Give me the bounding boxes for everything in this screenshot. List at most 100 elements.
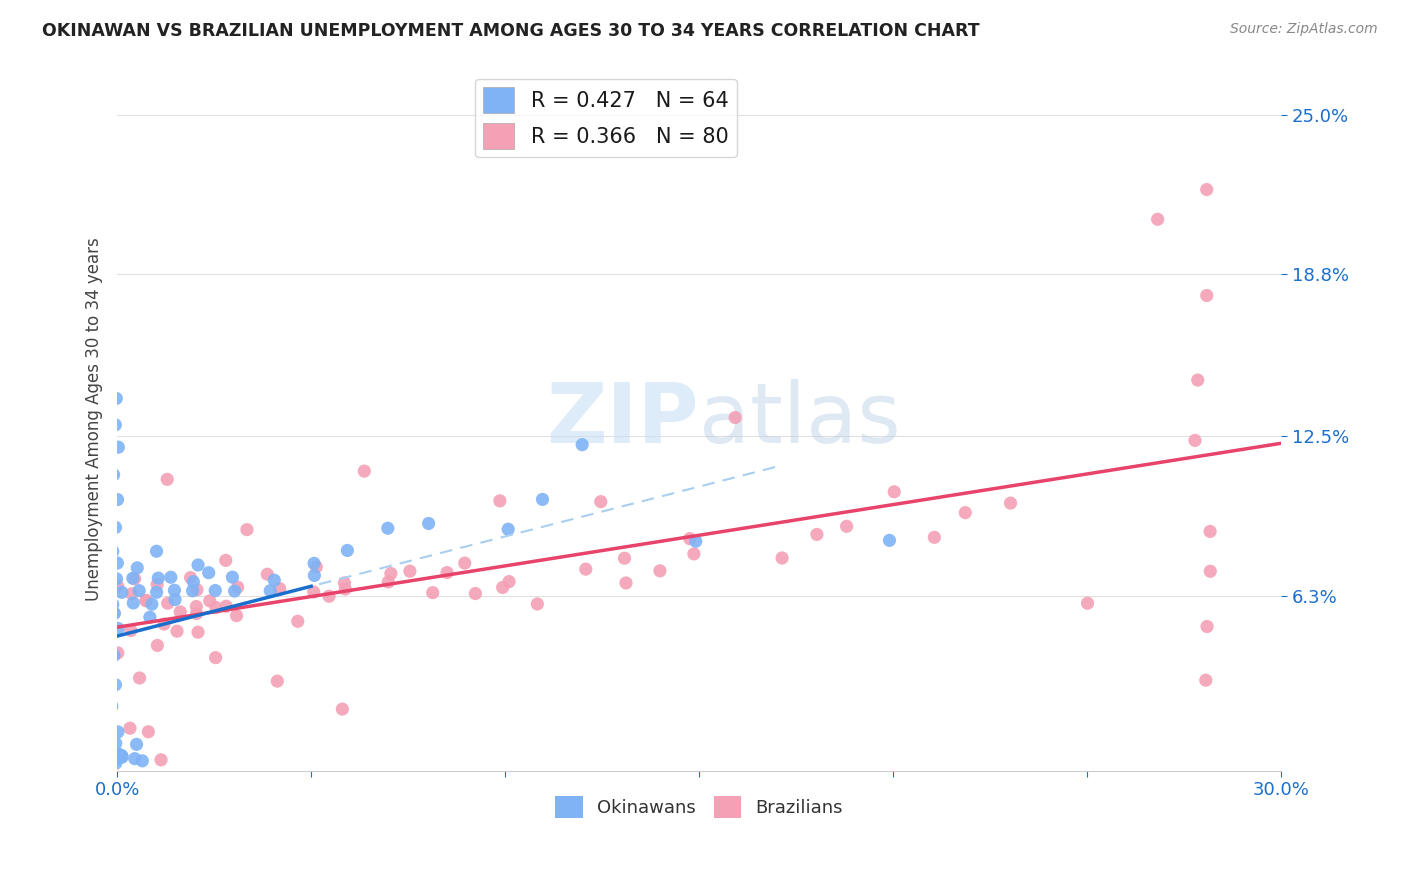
- Point: [131, 754, 153, 768]
- Point: [111, 750, 134, 764]
- Point: [128, 671, 150, 685]
- Point: [166, 624, 188, 639]
- Point: [685, 534, 707, 549]
- Point: [145, 544, 167, 558]
- Point: [108, 747, 131, 762]
- Point: [153, 617, 176, 632]
- Point: [105, 750, 128, 764]
- Point: [492, 581, 515, 595]
- Point: [103, 467, 125, 482]
- Point: [101, 699, 124, 714]
- Point: [770, 551, 793, 566]
- Point: [139, 610, 162, 624]
- Text: ZIP: ZIP: [547, 379, 699, 460]
- Point: [104, 736, 127, 750]
- Point: [225, 608, 247, 623]
- Point: [146, 639, 169, 653]
- Point: [105, 556, 128, 570]
- Point: [104, 520, 127, 534]
- Point: [256, 567, 278, 582]
- Point: [464, 586, 486, 600]
- Point: [108, 747, 131, 762]
- Point: [302, 557, 325, 571]
- Point: [955, 506, 977, 520]
- Point: [105, 747, 128, 762]
- Point: [107, 440, 129, 454]
- Point: [128, 583, 150, 598]
- Point: [489, 494, 512, 508]
- Point: [150, 753, 173, 767]
- Point: [125, 737, 148, 751]
- Point: [436, 566, 458, 580]
- Point: [197, 566, 219, 580]
- Point: [108, 751, 131, 765]
- Point: [186, 599, 208, 614]
- Point: [575, 562, 598, 576]
- Point: [377, 521, 399, 535]
- Point: [215, 599, 238, 614]
- Point: [122, 596, 145, 610]
- Point: [1199, 524, 1222, 539]
- Point: [1000, 496, 1022, 510]
- Point: [103, 607, 125, 621]
- Point: [107, 646, 129, 660]
- Point: [163, 583, 186, 598]
- Point: [105, 392, 128, 406]
- Point: [148, 571, 170, 585]
- Point: [104, 678, 127, 692]
- Point: [287, 615, 309, 629]
- Point: [614, 576, 637, 591]
- Point: [111, 585, 134, 599]
- Point: [180, 571, 202, 585]
- Point: [613, 551, 636, 566]
- Point: [104, 751, 127, 765]
- Point: [883, 484, 905, 499]
- Point: [169, 605, 191, 619]
- Point: [496, 522, 519, 536]
- Point: [531, 492, 554, 507]
- Point: [330, 702, 353, 716]
- Point: [1195, 183, 1218, 197]
- Point: [305, 560, 328, 574]
- Point: [145, 585, 167, 599]
- Point: [1076, 596, 1098, 610]
- Point: [107, 725, 129, 739]
- Point: [186, 582, 208, 597]
- Point: [333, 576, 356, 591]
- Point: [571, 438, 593, 452]
- Point: [159, 570, 181, 584]
- Point: [181, 583, 204, 598]
- Point: [1195, 673, 1218, 688]
- Point: [141, 597, 163, 611]
- Point: [269, 582, 291, 596]
- Point: [806, 527, 828, 541]
- Point: [156, 596, 179, 610]
- Point: [418, 516, 440, 531]
- Point: [103, 648, 125, 663]
- Point: [205, 600, 228, 615]
- Point: [187, 558, 209, 572]
- Point: [259, 583, 281, 598]
- Point: [589, 494, 612, 508]
- Point: [1184, 434, 1206, 448]
- Point: [224, 584, 246, 599]
- Point: [683, 547, 706, 561]
- Point: [186, 607, 208, 621]
- Point: [215, 553, 238, 567]
- Point: [156, 472, 179, 486]
- Point: [183, 574, 205, 589]
- Point: [101, 544, 124, 558]
- Point: [335, 582, 357, 596]
- Point: [1195, 619, 1218, 633]
- Point: [198, 594, 221, 608]
- Point: [304, 568, 326, 582]
- Point: [146, 577, 169, 591]
- Point: [107, 622, 129, 636]
- Point: [118, 721, 141, 735]
- Point: [104, 417, 127, 432]
- Point: [121, 571, 143, 585]
- Point: [103, 607, 125, 621]
- Y-axis label: Unemployment Among Ages 30 to 34 years: Unemployment Among Ages 30 to 34 years: [86, 238, 103, 601]
- Point: [204, 650, 226, 665]
- Point: [226, 580, 249, 594]
